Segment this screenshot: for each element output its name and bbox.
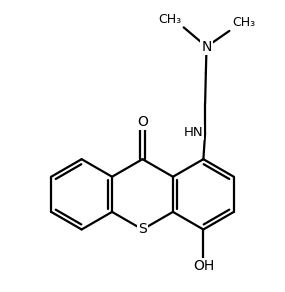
- Text: HN: HN: [184, 126, 203, 139]
- Text: CH₃: CH₃: [232, 16, 255, 29]
- Text: S: S: [138, 223, 147, 237]
- Text: N: N: [201, 40, 212, 54]
- Text: O: O: [137, 114, 148, 128]
- Text: CH₃: CH₃: [158, 13, 181, 26]
- Text: OH: OH: [193, 259, 214, 273]
